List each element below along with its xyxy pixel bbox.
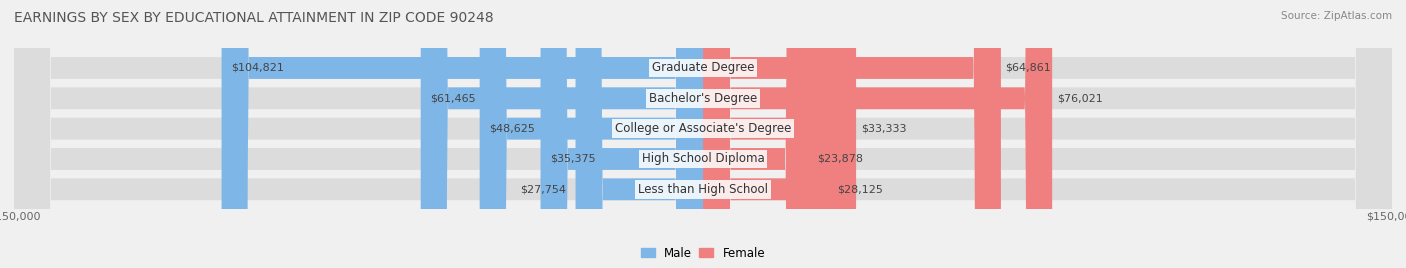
Text: $23,878: $23,878: [817, 154, 863, 164]
Legend: Male, Female: Male, Female: [636, 242, 770, 264]
FancyBboxPatch shape: [703, 0, 1052, 268]
FancyBboxPatch shape: [14, 0, 1392, 268]
Text: $35,375: $35,375: [550, 154, 595, 164]
FancyBboxPatch shape: [14, 0, 1392, 268]
FancyBboxPatch shape: [479, 0, 703, 268]
FancyBboxPatch shape: [703, 0, 1001, 268]
FancyBboxPatch shape: [703, 0, 832, 268]
FancyBboxPatch shape: [14, 0, 1392, 268]
Text: $27,754: $27,754: [520, 184, 567, 194]
FancyBboxPatch shape: [540, 0, 703, 268]
Text: $104,821: $104,821: [231, 63, 284, 73]
Text: Source: ZipAtlas.com: Source: ZipAtlas.com: [1281, 11, 1392, 21]
FancyBboxPatch shape: [703, 0, 856, 268]
Text: College or Associate's Degree: College or Associate's Degree: [614, 122, 792, 135]
FancyBboxPatch shape: [575, 0, 703, 268]
Text: $33,333: $33,333: [860, 124, 907, 134]
Text: $64,861: $64,861: [1005, 63, 1052, 73]
FancyBboxPatch shape: [14, 0, 1392, 268]
Text: $48,625: $48,625: [489, 124, 534, 134]
FancyBboxPatch shape: [14, 0, 1392, 268]
Text: $76,021: $76,021: [1057, 93, 1102, 103]
Text: EARNINGS BY SEX BY EDUCATIONAL ATTAINMENT IN ZIP CODE 90248: EARNINGS BY SEX BY EDUCATIONAL ATTAINMEN…: [14, 11, 494, 25]
Text: Less than High School: Less than High School: [638, 183, 768, 196]
FancyBboxPatch shape: [703, 0, 813, 268]
Text: $28,125: $28,125: [837, 184, 883, 194]
FancyBboxPatch shape: [420, 0, 703, 268]
Text: Graduate Degree: Graduate Degree: [652, 61, 754, 75]
Text: High School Diploma: High School Diploma: [641, 152, 765, 165]
Text: $61,465: $61,465: [430, 93, 475, 103]
Text: Bachelor's Degree: Bachelor's Degree: [650, 92, 756, 105]
FancyBboxPatch shape: [222, 0, 703, 268]
